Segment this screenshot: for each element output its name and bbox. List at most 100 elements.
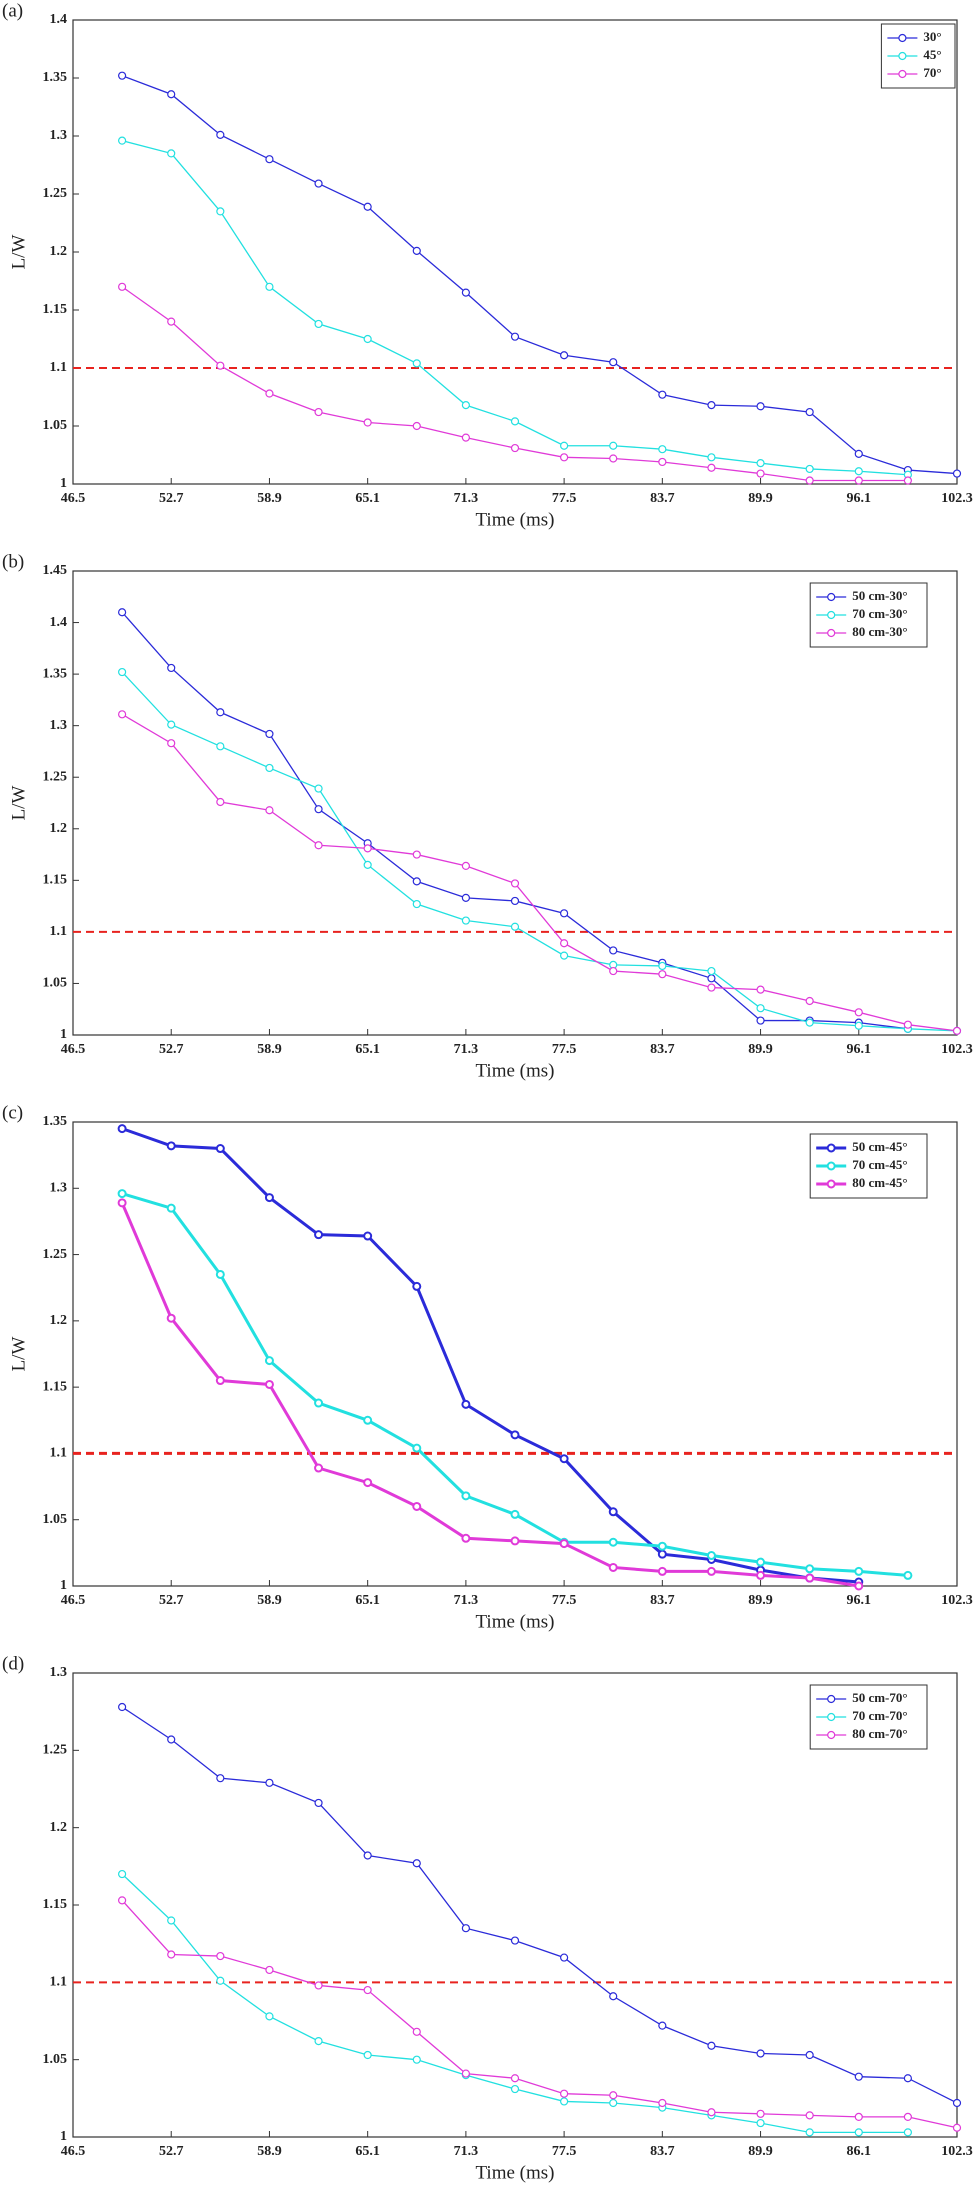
series-line xyxy=(121,1873,908,2134)
data-point xyxy=(216,1774,225,1783)
data-point xyxy=(510,2084,520,2094)
data-point xyxy=(412,1443,422,1453)
data-point xyxy=(363,1478,373,1488)
y-tick-label: 1.1 xyxy=(50,1446,68,1461)
panel-label: (d) xyxy=(2,1653,24,1674)
legend-label: 45° xyxy=(923,47,941,62)
data-point xyxy=(216,1951,225,1961)
y-tick-label: 1.25 xyxy=(43,769,68,784)
y-tick-label: 1.15 xyxy=(43,873,68,888)
x-tick-label: 83.7 xyxy=(650,1593,675,1608)
data-point xyxy=(706,1566,716,1576)
data-point xyxy=(560,2089,569,2098)
data-point xyxy=(609,946,618,955)
data-point xyxy=(608,1537,618,1547)
data-point xyxy=(510,2074,520,2083)
legend-label: 50 cm-30° xyxy=(852,588,907,603)
x-tick-label: 96.1 xyxy=(847,1593,872,1608)
data-point xyxy=(657,1566,667,1576)
data-point xyxy=(609,2091,618,2100)
data-point xyxy=(264,1193,274,1203)
data-point xyxy=(510,1936,520,1945)
data-point xyxy=(461,2069,470,2078)
data-point xyxy=(118,1869,127,1879)
data-point xyxy=(658,445,667,454)
data-point xyxy=(707,974,716,983)
data-point xyxy=(216,361,225,370)
data-point xyxy=(756,1570,766,1580)
data-point xyxy=(707,966,716,976)
legend: 50 cm-70° 70 cm-70° 80 cm-70° xyxy=(809,1684,928,1750)
data-point xyxy=(706,1551,716,1561)
y-tick-label: 1 xyxy=(60,1027,67,1042)
x-tick-label: 58.9 xyxy=(257,491,282,506)
x-tick-label: 65.1 xyxy=(355,491,380,506)
data-point xyxy=(608,1507,618,1517)
data-point xyxy=(952,469,962,478)
y-tick-label: 1.05 xyxy=(43,976,68,991)
data-point xyxy=(805,2050,814,2060)
x-tick-label: 71.3 xyxy=(454,491,479,506)
y-axis-label: L/W xyxy=(8,1337,29,1372)
x-tick-label: 58.9 xyxy=(257,2144,282,2159)
x-tick-label: 86.1 xyxy=(847,2144,872,2159)
x-tick-label: 102.3 xyxy=(941,491,973,506)
data-point xyxy=(167,1735,176,1744)
y-tick-label: 1.4 xyxy=(50,12,68,27)
data-point xyxy=(363,418,372,427)
data-point xyxy=(854,2112,863,2121)
data-point xyxy=(117,1198,127,1208)
data-point xyxy=(216,797,225,807)
data-point xyxy=(657,1549,667,1559)
y-tick-label: 1.15 xyxy=(43,1897,68,1912)
x-tick-label: 46.5 xyxy=(61,1042,86,1057)
legend-label: 70 cm-45° xyxy=(852,1157,907,1172)
data-point xyxy=(756,2118,765,2128)
data-point xyxy=(215,1269,225,1279)
data-point xyxy=(510,1509,520,1519)
data-point xyxy=(363,334,372,344)
x-axis-label: Time (ms) xyxy=(475,509,554,530)
x-tick-label: 89.9 xyxy=(748,2144,773,2159)
y-tick-label: 1.2 xyxy=(50,1313,68,1328)
data-point xyxy=(216,130,225,139)
data-point xyxy=(118,1896,127,1905)
data-point xyxy=(167,739,176,748)
data-point xyxy=(363,1231,373,1241)
data-point xyxy=(756,469,765,478)
x-tick-label: 71.3 xyxy=(454,1042,479,1057)
data-point xyxy=(952,1026,962,1035)
data-point xyxy=(412,1859,421,1868)
y-tick-label: 1.25 xyxy=(43,1743,68,1758)
series-line xyxy=(121,713,958,1032)
data-point xyxy=(363,2050,372,2060)
data-point xyxy=(854,1581,864,1591)
y-tick-label: 1.1 xyxy=(50,924,68,939)
data-point xyxy=(805,1564,815,1574)
panel-label: (c) xyxy=(2,1102,23,1123)
x-axis-label: Time (ms) xyxy=(475,1060,554,1081)
data-point xyxy=(707,453,716,462)
data-point xyxy=(756,1557,766,1567)
data-point xyxy=(314,2037,323,2046)
data-point xyxy=(264,1379,274,1389)
data-point xyxy=(314,805,323,814)
x-axis-label: Time (ms) xyxy=(475,2162,554,2183)
data-point xyxy=(854,1566,864,1576)
data-point xyxy=(559,1454,569,1464)
data-point xyxy=(510,1536,520,1546)
data-point xyxy=(707,463,716,472)
data-point xyxy=(314,319,323,329)
plot-frame xyxy=(72,570,958,1036)
data-point xyxy=(461,861,470,870)
x-tick-label: 46.5 xyxy=(61,491,86,506)
legend-marker xyxy=(827,628,836,638)
series-line xyxy=(121,75,958,475)
data-point xyxy=(216,1976,225,1985)
series-line xyxy=(121,611,908,1030)
data-point xyxy=(265,763,274,773)
data-point xyxy=(363,1415,373,1425)
data-point xyxy=(854,2072,863,2081)
y-tick-label: 1.4 xyxy=(50,615,68,630)
x-tick-label: 89.9 xyxy=(748,491,773,506)
